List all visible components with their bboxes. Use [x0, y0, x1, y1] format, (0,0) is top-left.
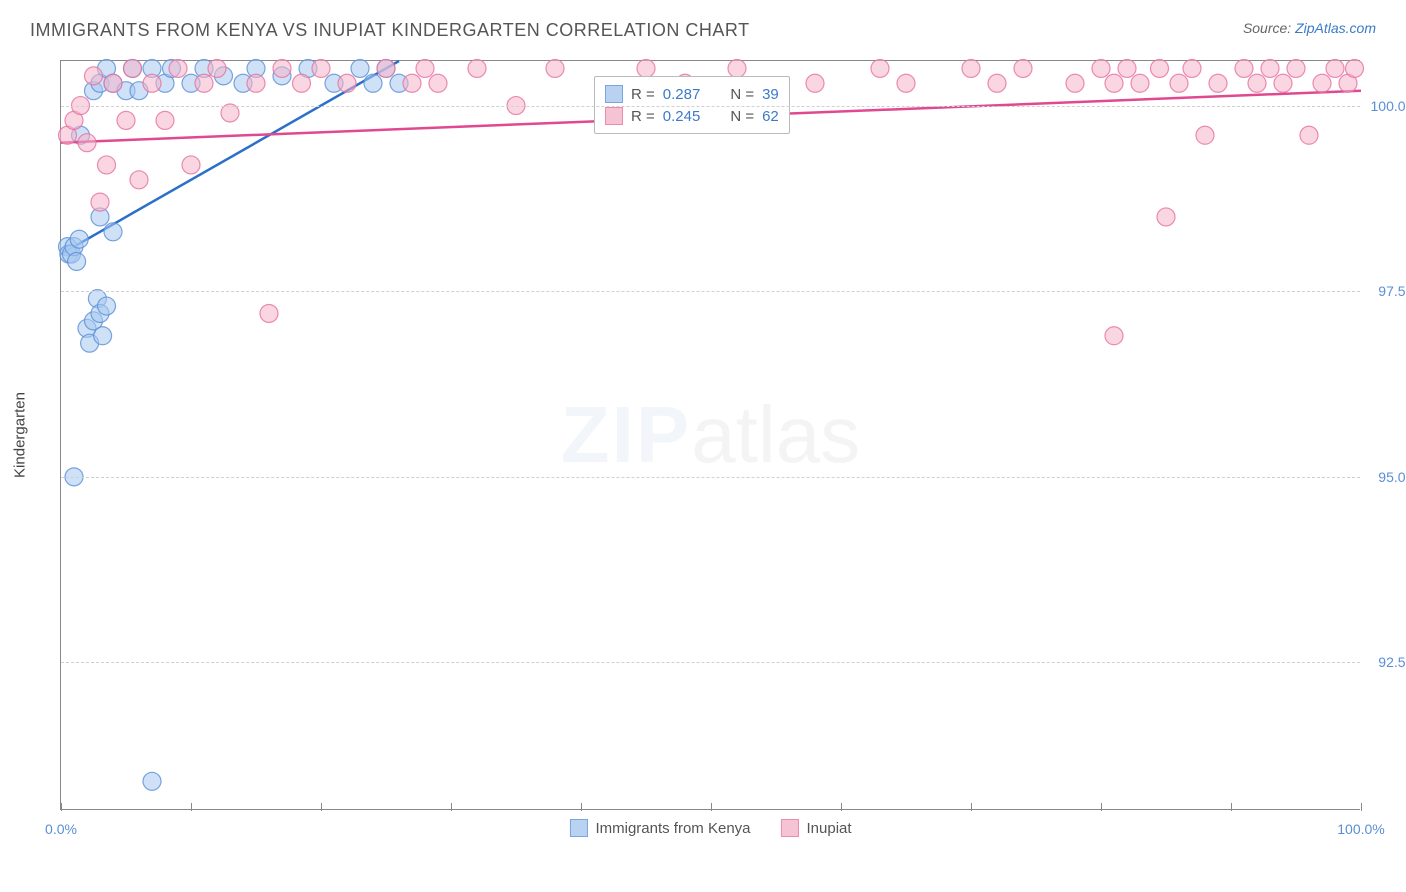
n-label: N = [730, 108, 754, 125]
series-legend-kenya: Immigrants from Kenya [569, 819, 750, 837]
y-tick-label: 95.0% [1378, 469, 1406, 485]
y-axis-label: Kindergarten [12, 392, 29, 478]
n-value: 39 [762, 86, 779, 103]
n-label: N = [730, 86, 754, 103]
chart-title: IMMIGRANTS FROM KENYA VS INUPIAT KINDERG… [30, 20, 750, 41]
source-link[interactable]: ZipAtlas.com [1295, 20, 1376, 36]
source-credit: Source: ZipAtlas.com [1243, 20, 1376, 36]
legend-swatch-icon [605, 85, 623, 103]
legend-swatch-icon [605, 107, 623, 125]
series-legend-inupiat: Inupiat [781, 819, 852, 837]
plot-area: ZIPatlas R = 0.287N = 39R = 0.245N = 62 … [60, 60, 1360, 810]
x-tick-label: 0.0% [45, 821, 77, 837]
y-tick-label: 100.0% [1371, 98, 1406, 114]
series-legend: Immigrants from Kenya Inupiat [569, 819, 851, 837]
y-tick-label: 97.5% [1378, 283, 1406, 299]
legend-swatch-icon [781, 819, 799, 837]
r-label: R = [631, 86, 655, 103]
r-value: 0.245 [663, 108, 701, 125]
chart-container: Kindergarten ZIPatlas R = 0.287N = 39R =… [50, 50, 1380, 820]
series-name: Inupiat [807, 820, 852, 837]
r-label: R = [631, 108, 655, 125]
series-name: Immigrants from Kenya [595, 820, 750, 837]
legend-row-inupiat: R = 0.245 N = 62 [605, 105, 779, 127]
source-prefix: Source: [1243, 20, 1295, 36]
n-value: 62 [762, 108, 779, 125]
r-value: 0.287 [663, 86, 701, 103]
legend-row-kenya: R = 0.287 N = 39 [605, 83, 779, 105]
y-tick-label: 92.5% [1378, 654, 1406, 670]
scatter-plot-svg [61, 61, 1360, 809]
x-tick-label: 100.0% [1337, 821, 1384, 837]
legend-swatch-icon [569, 819, 587, 837]
